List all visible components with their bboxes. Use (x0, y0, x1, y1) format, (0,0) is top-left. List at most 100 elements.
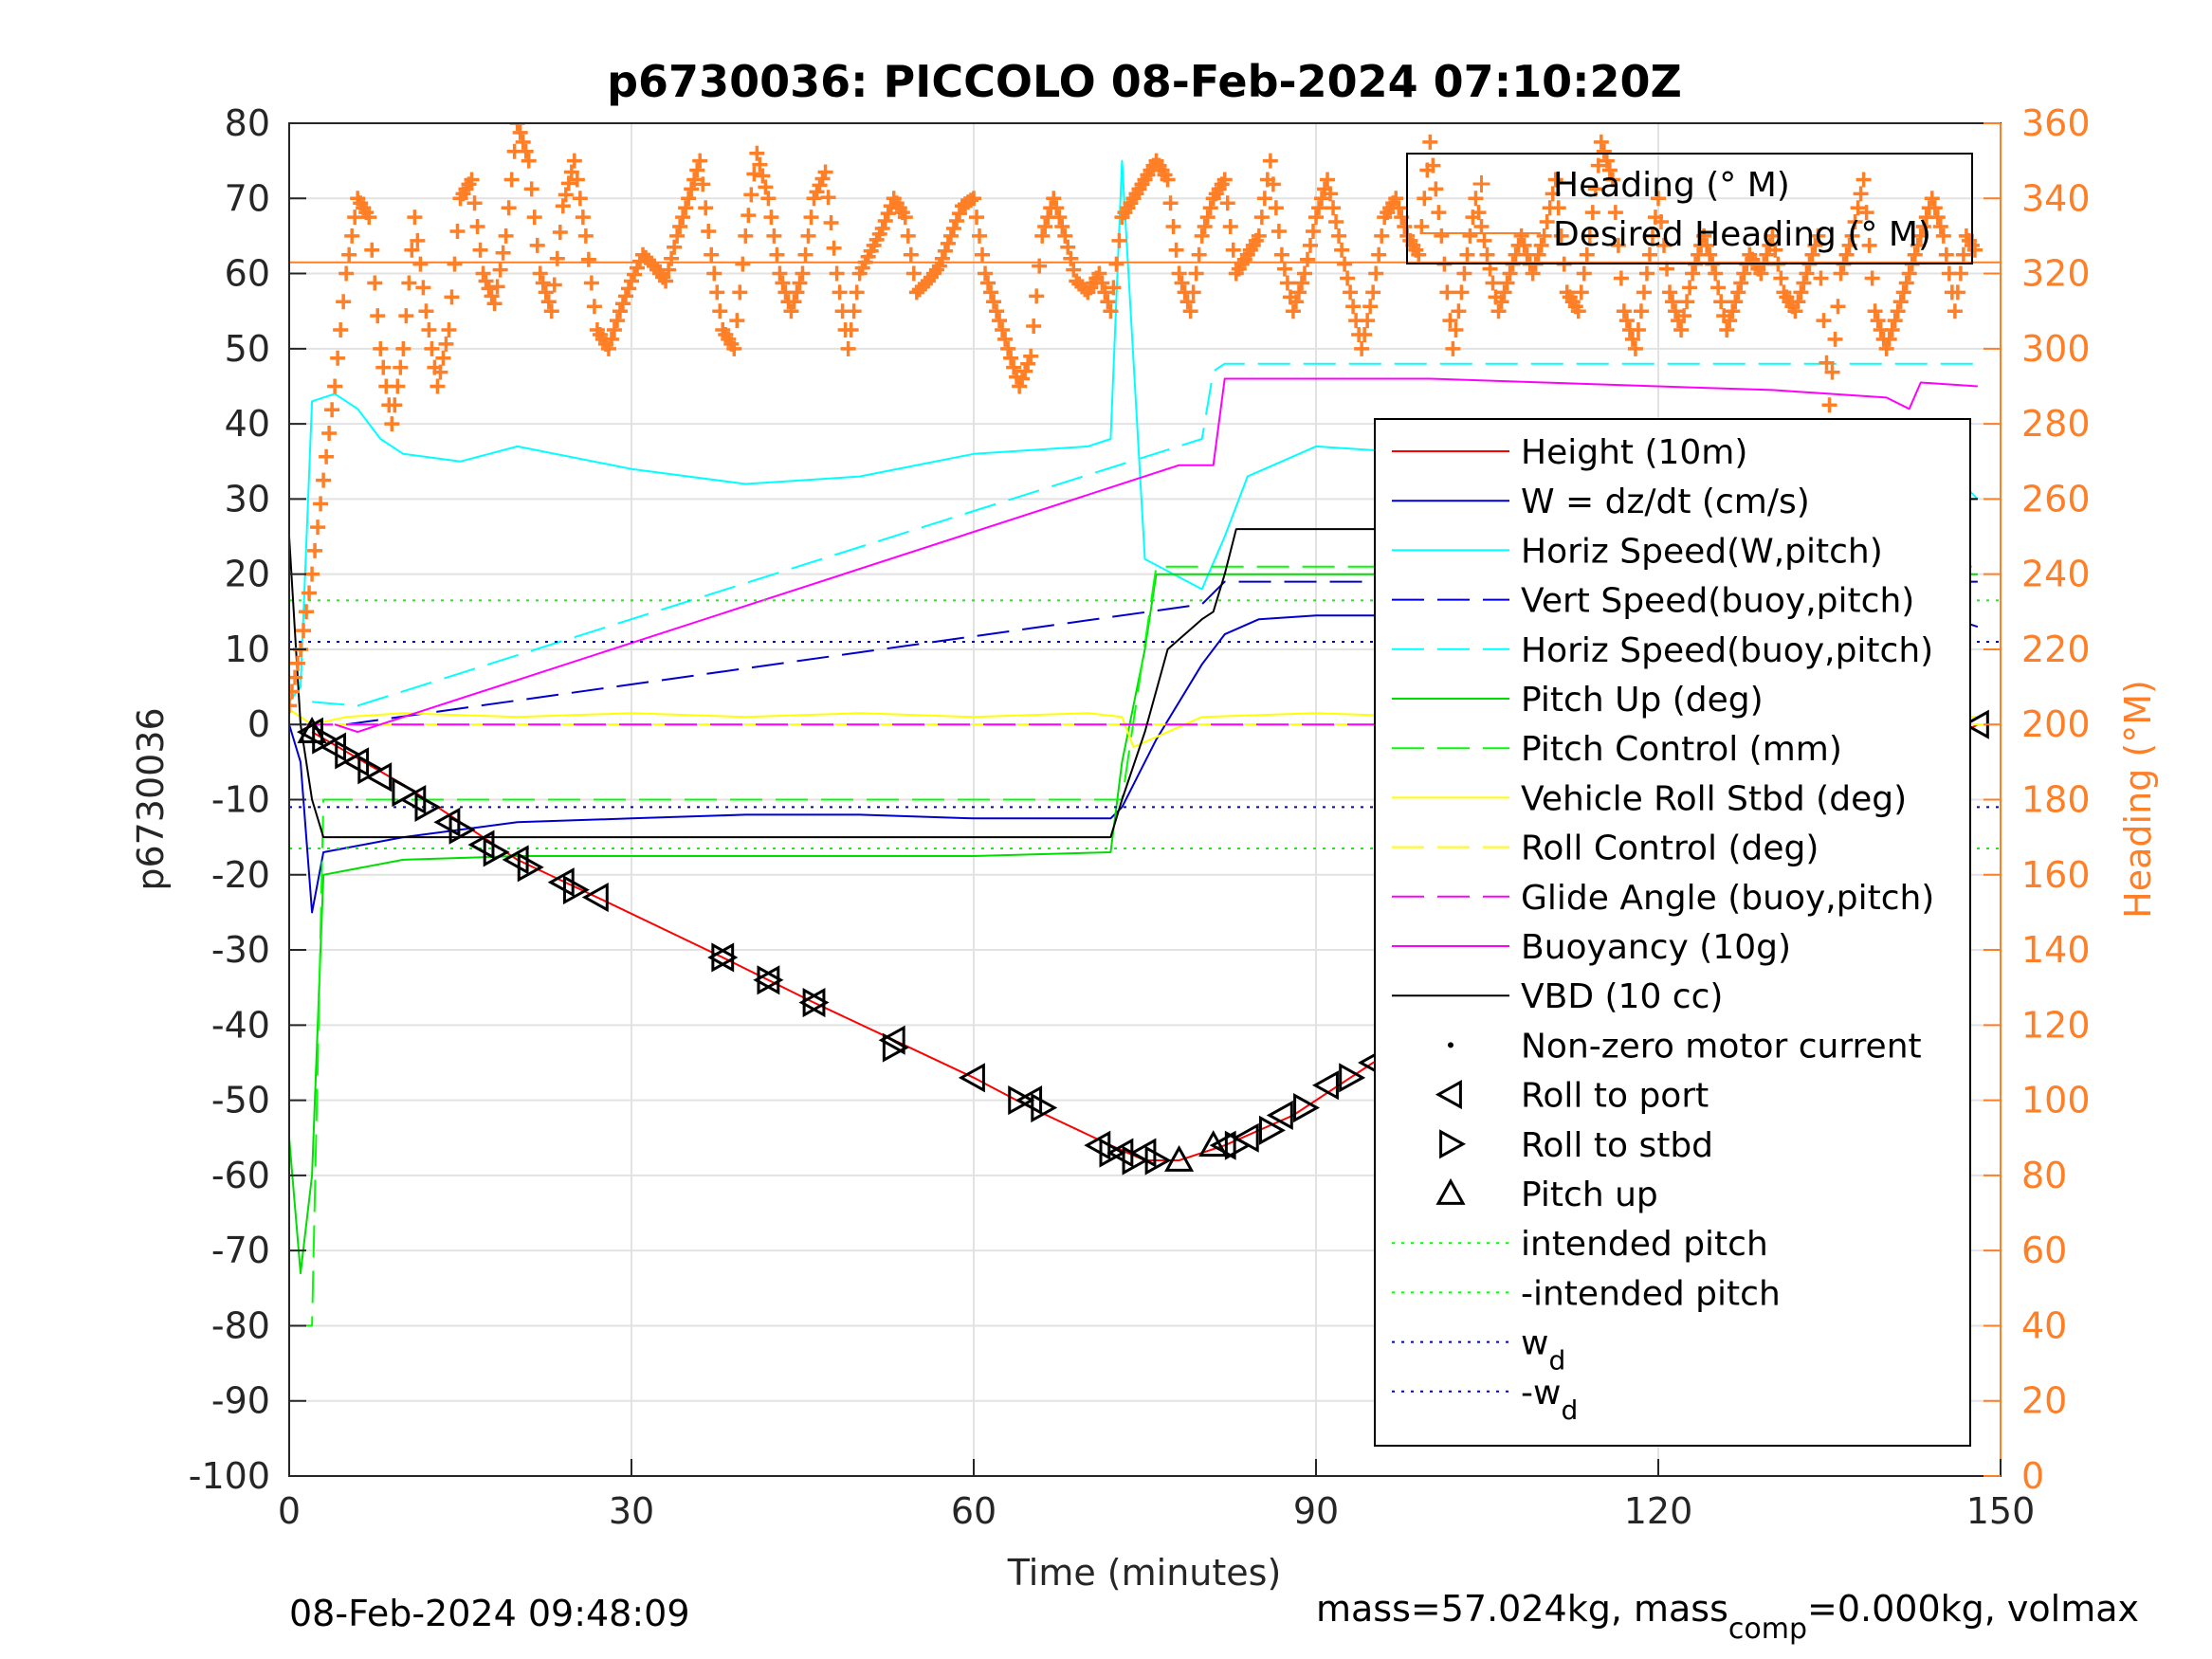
heading-point (1017, 363, 1033, 379)
heading-point (412, 256, 429, 272)
heading-point (327, 378, 343, 394)
heading-point (897, 210, 913, 226)
heading-point (1225, 242, 1241, 258)
heading-point (1844, 228, 1860, 244)
heading-point (575, 210, 591, 226)
heading-point (1813, 270, 1829, 286)
heading-point (1473, 219, 1490, 235)
legend-label-subscript: d (1561, 1395, 1578, 1426)
heading-point (1807, 237, 1823, 253)
roll-stbd-marker (448, 814, 476, 845)
heading-point (538, 284, 554, 301)
heading-point (484, 288, 500, 304)
legend-label-text: Horiz Speed(buoy,pitch) (1521, 631, 1933, 670)
heading-point (441, 322, 457, 338)
heading-point (1767, 242, 1783, 258)
y-tick-label: 30 (225, 478, 270, 520)
heading-point (302, 585, 318, 601)
legend-label-text: VBD (10 cc) (1521, 977, 1723, 1016)
heading-point (1251, 228, 1267, 244)
heading-point (444, 289, 460, 305)
legend-label: -intended pitch (1521, 1274, 1781, 1313)
roll-stbd-marker (483, 837, 510, 867)
heading-point (969, 210, 985, 226)
right-tick-label: 260 (2021, 478, 2091, 520)
heading-point (495, 245, 511, 261)
right-tick-label: 0 (2021, 1455, 2044, 1497)
heading-point (1736, 265, 1752, 282)
heading-point (1194, 228, 1210, 244)
series-line-pitch-up-deg (289, 573, 1978, 1274)
legend-label-text: Non-zero motor current (1521, 1027, 1922, 1066)
heading-point (686, 172, 703, 188)
heading-point (940, 235, 956, 251)
heading-point (1699, 237, 1715, 253)
heading-point (1471, 205, 1487, 221)
x-axis-ticks: 0 30 60 90 120 150 (278, 1459, 2035, 1532)
heading-point (786, 294, 802, 310)
right-axis-label: Heading (°M) (2117, 680, 2159, 919)
heading-point (375, 359, 392, 375)
heading-point (1422, 134, 1438, 150)
legend-label-text: Pitch Up (deg) (1521, 681, 1764, 720)
heading-point (1550, 200, 1566, 216)
y-tick-label: -60 (211, 1155, 270, 1196)
heading-point (1216, 172, 1233, 188)
heading-point (447, 256, 463, 272)
heading-point (1431, 205, 1447, 221)
legend-label: W = dz/dt (cm/s) (1521, 483, 1810, 521)
heading-point (1362, 299, 1379, 315)
heading-point (1476, 232, 1492, 248)
heading-point (1867, 303, 1883, 319)
heading-point (792, 275, 808, 291)
heading-point (675, 210, 691, 226)
y-tick-label: 0 (247, 703, 270, 745)
legend-label: Buoyancy (10g) (1521, 928, 1791, 967)
legend-label-text: Roll to stbd (1521, 1126, 1713, 1165)
heading-point (1325, 200, 1342, 216)
heading-point (1576, 265, 1592, 282)
heading-point (735, 256, 751, 272)
series-line-horiz-speed-buoy-pitch (312, 362, 1978, 707)
heading-point (1015, 371, 1031, 387)
heading-point (980, 275, 996, 291)
heading-point (1094, 275, 1110, 291)
heading-point (518, 143, 534, 159)
heading-point (1824, 364, 1840, 380)
heading-point (1360, 313, 1376, 329)
heading-point (1368, 265, 1384, 282)
legend-label-text: Heading (° M) (1553, 166, 1790, 205)
heading-point (1262, 153, 1278, 169)
heading-point (393, 359, 409, 375)
heading-point (1513, 228, 1529, 244)
heading-point (1927, 200, 1943, 216)
heading-point (290, 655, 306, 671)
legend-label: Vert Speed(buoy,pitch) (1521, 582, 1914, 621)
right-tick-label: 320 (2021, 253, 2091, 295)
heading-point (1662, 284, 1678, 301)
heading-point (481, 281, 497, 297)
y-tick-label: -50 (211, 1080, 270, 1121)
heading-point (1345, 299, 1362, 315)
heading-point (1479, 246, 1495, 263)
heading-point (1314, 191, 1330, 207)
y-tick-label: 50 (225, 328, 270, 370)
heading-point (1536, 228, 1552, 244)
heading-point (1730, 284, 1746, 301)
heading-point (1685, 265, 1701, 282)
pitch-up-marker (1198, 1130, 1229, 1158)
heading-point (1302, 237, 1318, 253)
heading-point (609, 313, 625, 329)
heading-point (945, 220, 961, 236)
roll-stbd-marker (1293, 1092, 1321, 1123)
heading-point (758, 179, 774, 195)
heading-point (1584, 205, 1600, 221)
x-tick-label: 30 (609, 1490, 654, 1532)
y-tick-label: -90 (211, 1380, 270, 1422)
heading-point (1728, 294, 1744, 310)
heading-point (1790, 294, 1806, 310)
heading-point (1887, 313, 1903, 329)
heading-point (931, 258, 947, 274)
heading-point (1388, 191, 1404, 207)
heading-point (330, 350, 346, 366)
